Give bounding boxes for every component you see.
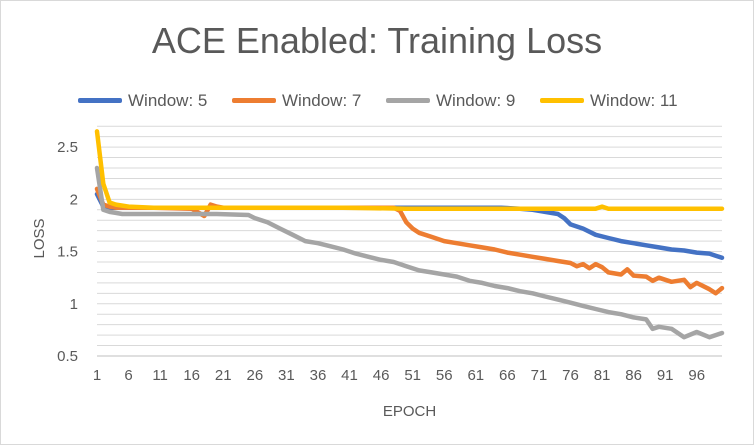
x-tick-label: 96 — [688, 367, 705, 384]
x-tick-label: 86 — [625, 367, 642, 384]
y-tick-label: 2.5 — [57, 139, 78, 156]
legend-swatch-window-5 — [78, 98, 122, 103]
x-tick-label: 56 — [436, 367, 453, 384]
series-line-window-7 — [94, 186, 725, 296]
x-tick-label: 76 — [562, 367, 579, 384]
x-tick-label: 61 — [467, 367, 484, 384]
x-tick-label: 16 — [183, 367, 200, 384]
y-tick-label: 1 — [70, 296, 78, 313]
x-tick-label: 51 — [404, 367, 421, 384]
legend-label-window-5: Window: 5 — [128, 91, 208, 110]
x-tick-label: 71 — [531, 367, 548, 384]
x-tick-label: 21 — [215, 367, 232, 384]
x-tick-label: 66 — [499, 367, 516, 384]
x-tick-label: 46 — [373, 367, 390, 384]
x-tick-label: 31 — [278, 367, 295, 384]
y-tick-label: 0.5 — [57, 348, 78, 365]
y-tick-label: 2 — [70, 191, 78, 208]
legend-label-window-9: Window: 9 — [436, 91, 516, 110]
x-tick-label: 11 — [152, 367, 168, 384]
legend-label-window-11: Window: 11 — [590, 91, 678, 110]
y-axis-title: LOSS — [31, 218, 48, 258]
series-line-window-11 — [94, 129, 725, 211]
legend-label-window-7: Window: 7 — [282, 91, 362, 110]
legend-swatch-window-9 — [386, 98, 430, 103]
x-tick-label: 1 — [93, 367, 101, 384]
legend-swatch-window-11 — [540, 98, 584, 103]
legend-swatch-window-7 — [232, 98, 276, 103]
y-tick-label: 1.5 — [57, 244, 78, 261]
x-tick-label: 41 — [341, 367, 358, 384]
x-tick-label: 36 — [310, 367, 327, 384]
x-tick-label: 81 — [594, 367, 611, 384]
series-line-window-9 — [94, 165, 725, 340]
chart-title: ACE Enabled: Training Loss — [151, 20, 603, 61]
x-tick-label: 26 — [246, 367, 263, 384]
x-axis-title: EPOCH — [383, 403, 436, 420]
x-tick-label: 6 — [124, 367, 132, 384]
x-tick-label: 91 — [657, 367, 674, 384]
